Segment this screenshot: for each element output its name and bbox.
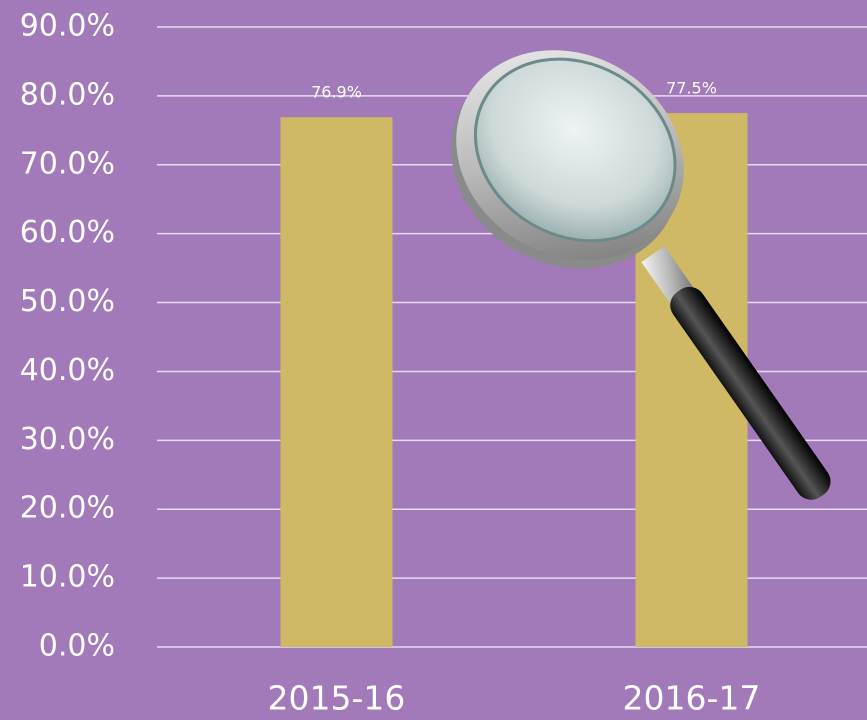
y-tick-label: 70.0% [20, 146, 115, 181]
y-tick-label: 50.0% [20, 284, 115, 319]
y-tick-label: 90.0% [20, 9, 115, 44]
data-label: 77.5% [666, 79, 717, 98]
y-tick-label: 10.0% [20, 560, 115, 595]
data-label: 76.9% [311, 83, 362, 102]
y-tick-label: 20.0% [20, 491, 115, 526]
chart: 0.0% 10.0% 20.0% 30.0% 40.0% 50.0% 60.0% 70.0% 8… [0, 0, 867, 720]
bar [281, 117, 393, 647]
y-tick-label: 0.0% [39, 629, 115, 664]
x-tick-label: 2015-16 [268, 679, 406, 718]
y-tick-label: 80.0% [20, 77, 115, 112]
y-tick-label: 40.0% [20, 353, 115, 388]
magnifier-image [413, 9, 837, 506]
x-tick-label: 2016-17 [623, 679, 761, 718]
y-tick-label: 60.0% [20, 215, 115, 250]
y-tick-label: 30.0% [20, 422, 115, 457]
